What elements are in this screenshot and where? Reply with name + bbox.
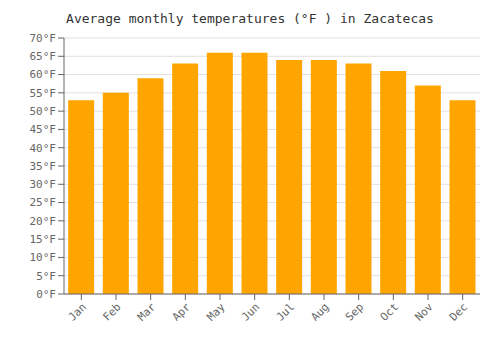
svg-text:20°F: 20°F <box>30 215 57 228</box>
svg-text:35°F: 35°F <box>30 160 57 173</box>
svg-text:0°F: 0°F <box>36 288 56 301</box>
svg-text:Jun: Jun <box>239 300 262 323</box>
svg-text:30°F: 30°F <box>30 178 57 191</box>
svg-text:Feb: Feb <box>100 300 123 323</box>
svg-text:60°F: 60°F <box>30 68 57 81</box>
svg-text:55°F: 55°F <box>30 87 57 100</box>
svg-text:Jan: Jan <box>66 300 89 323</box>
svg-text:Apr: Apr <box>170 300 194 324</box>
svg-text:Sep: Sep <box>343 300 366 323</box>
svg-text:5°F: 5°F <box>36 270 56 283</box>
svg-text:Jul: Jul <box>274 300 297 323</box>
svg-text:Mar: Mar <box>135 300 159 324</box>
svg-text:10°F: 10°F <box>30 251 57 264</box>
svg-text:65°F: 65°F <box>30 50 57 63</box>
svg-text:50°F: 50°F <box>30 105 57 118</box>
svg-text:Oct: Oct <box>378 300 401 323</box>
svg-text:40°F: 40°F <box>30 142 57 155</box>
svg-text:Aug: Aug <box>308 300 331 323</box>
svg-text:15°F: 15°F <box>30 233 57 246</box>
svg-text:25°F: 25°F <box>30 196 57 209</box>
svg-text:45°F: 45°F <box>30 123 57 136</box>
svg-text:Dec: Dec <box>447 300 470 323</box>
svg-text:May: May <box>204 300 228 324</box>
svg-text:70°F: 70°F <box>30 32 57 45</box>
html-text:Average monthly temperatures (: Average monthly temperatures (°F ) in Za… <box>66 11 434 26</box>
svg-text:Nov: Nov <box>412 300 436 324</box>
